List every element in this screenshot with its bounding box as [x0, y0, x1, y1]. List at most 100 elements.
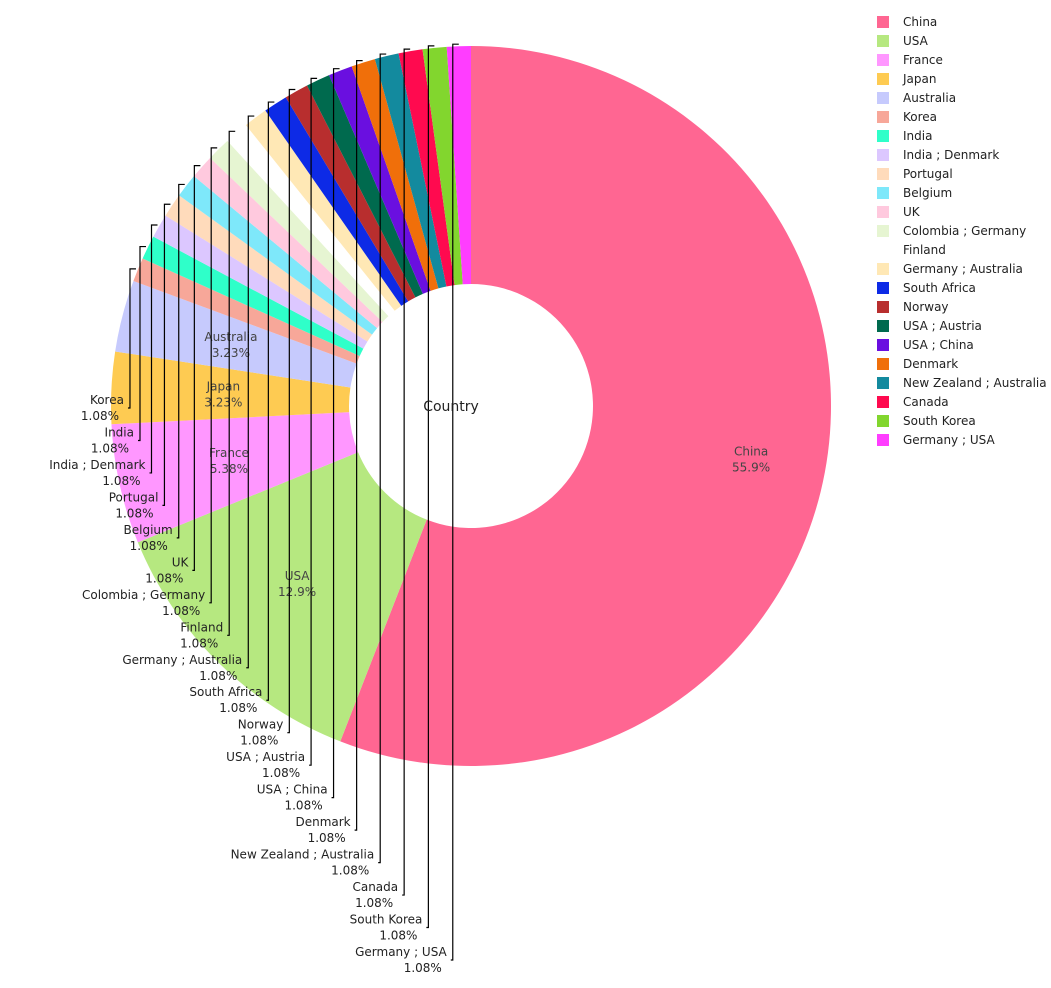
legend-swatch — [877, 339, 889, 351]
legend-swatch — [877, 415, 889, 427]
legend-item-germany-usa[interactable]: Germany ; USA — [877, 433, 995, 447]
legend-item-usa-china[interactable]: USA ; China — [877, 338, 974, 352]
leader-line-uk — [192, 164, 201, 571]
legend-label: New Zealand ; Australia — [903, 376, 1047, 390]
legend-label: USA — [903, 34, 929, 48]
slice-colombia-germany — [210, 140, 389, 322]
legend-item-india-denmark[interactable]: India ; Denmark — [877, 148, 999, 162]
legend-label: Belgium — [903, 186, 952, 200]
outside-label-germany-australia: Germany ; Australia — [122, 653, 242, 667]
legend-label: UK — [903, 205, 921, 219]
legend-swatch — [877, 168, 889, 180]
legend-item-japan[interactable]: Japan — [877, 72, 936, 86]
leader-line-finland — [227, 130, 236, 636]
outside-percent-portugal: 1.08% — [115, 506, 153, 520]
legend-item-south-korea[interactable]: South Korea — [877, 414, 976, 428]
legend: China USA France Japan Australia Korea India In… — [877, 15, 1047, 447]
legend-swatch — [877, 225, 889, 237]
leader-line-new-zealand-australia — [378, 53, 387, 864]
legend-item-canada[interactable]: Canada — [877, 395, 949, 409]
legend-swatch — [877, 16, 889, 28]
legend-swatch — [877, 92, 889, 104]
outside-label-canada: Canada — [352, 880, 398, 894]
legend-label: China — [903, 15, 937, 29]
legend-swatch — [877, 73, 889, 85]
legend-item-uk[interactable]: UK — [877, 205, 921, 219]
legend-item-india[interactable]: India — [877, 129, 932, 143]
legend-label: Denmark — [903, 357, 958, 371]
outside-label-denmark: Denmark — [295, 815, 350, 829]
leader-line-south-africa — [266, 101, 275, 701]
legend-swatch — [877, 377, 889, 389]
outside-percent-denmark: 1.08% — [308, 831, 346, 845]
legend-label: Norway — [903, 300, 949, 314]
legend-label: Portugal — [903, 167, 953, 181]
legend-swatch — [877, 130, 889, 142]
leader-line-usa-austria — [309, 77, 318, 766]
legend-item-korea[interactable]: Korea — [877, 110, 937, 124]
inside-label-usa: USA — [285, 569, 311, 583]
inside-label-china: China — [734, 445, 768, 459]
outside-percent-india: 1.08% — [91, 441, 129, 455]
inside-percent-australia: 3.23% — [212, 346, 250, 360]
legend-item-germany-australia[interactable]: Germany ; Australia — [877, 262, 1023, 276]
legend-swatch — [877, 149, 889, 161]
slice-korea — [133, 258, 360, 364]
outside-label-usa-china: USA ; China — [257, 783, 328, 797]
legend-item-finland[interactable]: Finland — [877, 243, 946, 257]
legend-item-usa[interactable]: USA — [877, 34, 929, 48]
legend-label: Finland — [903, 243, 946, 257]
slice-france — [111, 412, 359, 543]
slice-australia — [115, 280, 357, 388]
inside-percent-china: 55.9% — [732, 461, 770, 475]
legend-item-norway[interactable]: Norway — [877, 300, 949, 314]
legend-item-france[interactable]: France — [877, 53, 943, 67]
legend-item-belgium[interactable]: Belgium — [877, 186, 952, 200]
outside-percent-south-africa: 1.08% — [219, 701, 257, 715]
outside-label-norway: Norway — [238, 718, 284, 732]
outside-percent-belgium: 1.08% — [130, 539, 168, 553]
slice-china — [340, 46, 832, 767]
slice-denmark — [351, 59, 439, 291]
legend-swatch — [877, 244, 889, 256]
legend-label: USA ; China — [903, 338, 974, 352]
outside-label-colombia-germany: Colombia ; Germany — [82, 588, 205, 602]
legend-swatch — [877, 206, 889, 218]
legend-item-colombia-germany[interactable]: Colombia ; Germany — [877, 224, 1026, 238]
slice-south-africa — [265, 97, 409, 306]
legend-item-denmark[interactable]: Denmark — [877, 357, 958, 371]
leader-line-usa-china — [331, 68, 340, 799]
legend-swatch — [877, 320, 889, 332]
outside-percent-india-denmark: 1.08% — [102, 474, 140, 488]
leader-line-germany-usa — [450, 43, 459, 961]
slice-norway — [285, 85, 416, 302]
inside-percent-usa: 12.9% — [278, 585, 316, 599]
inside-labels: China55.9%USA12.9%France5.38%Japan3.23%A… — [204, 330, 770, 599]
legend-item-new-zealand-australia[interactable]: New Zealand ; Australia — [877, 376, 1047, 390]
slice-canada — [398, 49, 455, 287]
legend-item-china[interactable]: China — [877, 15, 937, 29]
leader-line-belgium — [176, 183, 185, 539]
outside-label-usa-austria: USA ; Austria — [226, 750, 305, 764]
outside-label-south-africa: South Africa — [189, 685, 262, 699]
legend-label: India ; Denmark — [903, 148, 999, 162]
legend-label: Germany ; USA — [903, 433, 995, 447]
leader-line-portugal — [162, 203, 171, 507]
legend-label: Australia — [903, 91, 956, 105]
legend-swatch — [877, 396, 889, 408]
outside-percent-canada: 1.08% — [355, 896, 393, 910]
slice-india-denmark — [153, 215, 368, 349]
legend-item-usa-austria[interactable]: USA ; Austria — [877, 319, 982, 333]
legend-item-australia[interactable]: Australia — [877, 91, 956, 105]
outside-percent-germany-usa: 1.08% — [404, 961, 442, 975]
legend-swatch — [877, 263, 889, 275]
legend-label: South Africa — [903, 281, 976, 295]
legend-item-south-africa[interactable]: South Africa — [877, 281, 976, 295]
legend-swatch — [877, 434, 889, 446]
outside-label-south-korea: South Korea — [350, 913, 423, 927]
inside-label-japan: Japan — [206, 379, 240, 393]
legend-label: Germany ; Australia — [903, 262, 1023, 276]
legend-item-portugal[interactable]: Portugal — [877, 167, 953, 181]
outside-label-korea: Korea — [90, 393, 124, 407]
